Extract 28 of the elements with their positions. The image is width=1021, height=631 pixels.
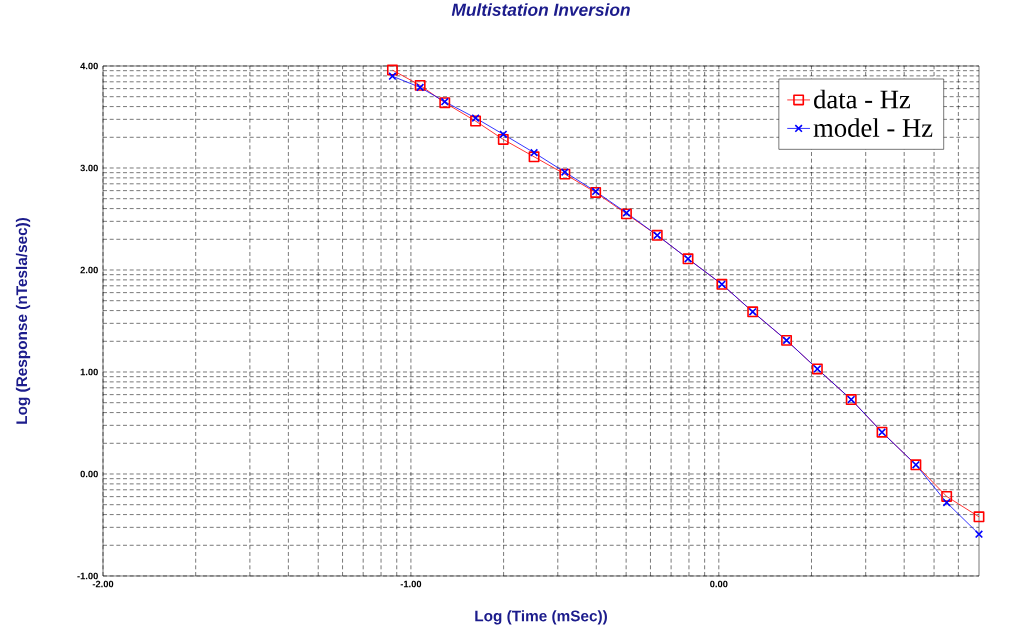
legend-label: data - Hz <box>814 89 911 109</box>
y-tick-label: 0.00 <box>80 470 98 478</box>
point <box>529 148 539 157</box>
point <box>942 498 951 507</box>
x-tick-label: 0.00 <box>710 580 728 588</box>
x-tick-label: -2.00 <box>92 580 114 588</box>
point <box>471 113 480 123</box>
y-tick-label: 1.00 <box>80 368 98 376</box>
x-axis-title: Log (Time (mSec)) <box>475 610 607 625</box>
y-tick-label: 2.00 <box>80 266 98 274</box>
point <box>470 115 482 127</box>
point <box>941 490 953 502</box>
chart-title: Multistation Inversion <box>451 3 630 16</box>
point <box>973 511 985 523</box>
point <box>497 133 509 145</box>
point <box>414 79 426 91</box>
y-axis-title: Log (Response (nTesla/sec)) <box>15 217 31 424</box>
point <box>388 72 397 81</box>
point <box>499 130 508 139</box>
legend-label: model - Hz <box>813 118 933 137</box>
y-tick-label: -1.00 <box>77 572 98 580</box>
point <box>528 151 540 163</box>
y-tick-label: 4.00 <box>80 62 98 70</box>
point <box>974 530 984 539</box>
point <box>386 64 398 76</box>
point <box>416 83 425 92</box>
y-tick-label: 3.00 <box>80 164 98 172</box>
x-tick-label: -1.00 <box>400 580 422 588</box>
